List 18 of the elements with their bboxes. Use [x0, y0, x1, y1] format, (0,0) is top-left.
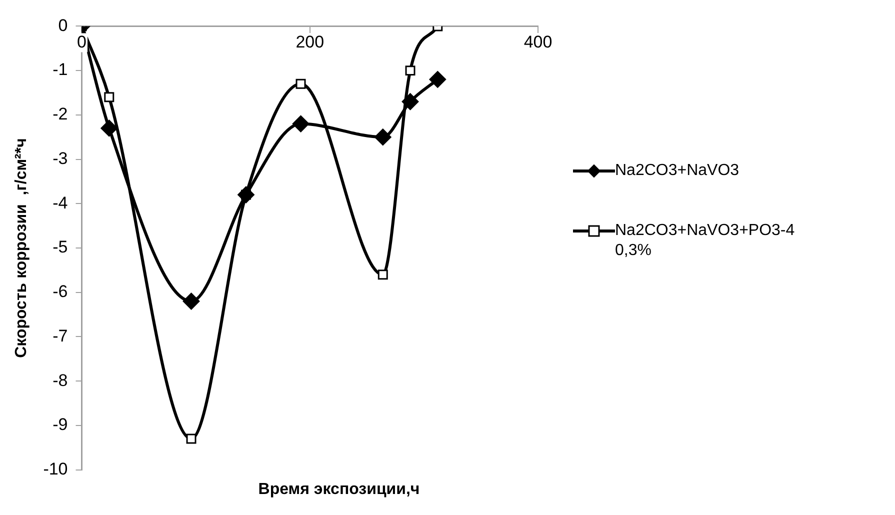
- legend-label: Na2CO3+NaVO3: [615, 161, 740, 181]
- x-axis-title: Время экспозиции,ч: [257, 481, 421, 499]
- x-tick-label: 400: [524, 32, 552, 52]
- x-tick-label: 200: [296, 32, 324, 52]
- y-tick-label: -5: [52, 238, 68, 257]
- y-tick-label: -7: [52, 326, 68, 346]
- y-tick-label: -6: [52, 282, 68, 302]
- legend-label: Na2CO3+NaVO3+PO3-4 0,3%: [615, 221, 796, 261]
- y-tick-label: -3: [52, 148, 68, 168]
- y-tick-label: -9: [52, 415, 68, 434]
- y-tick-label: 0: [58, 16, 68, 35]
- x-tick-label: 0: [77, 32, 87, 52]
- y-axis-title: Скорость коррозии ,г/см²*ч: [13, 138, 30, 358]
- y-tick-label: -1: [52, 60, 68, 80]
- y-tick-label: -2: [52, 104, 68, 124]
- y-tick-label: -8: [52, 370, 68, 390]
- y-tick-label: -10: [43, 459, 68, 478]
- y-tick-label: -4: [52, 193, 68, 212]
